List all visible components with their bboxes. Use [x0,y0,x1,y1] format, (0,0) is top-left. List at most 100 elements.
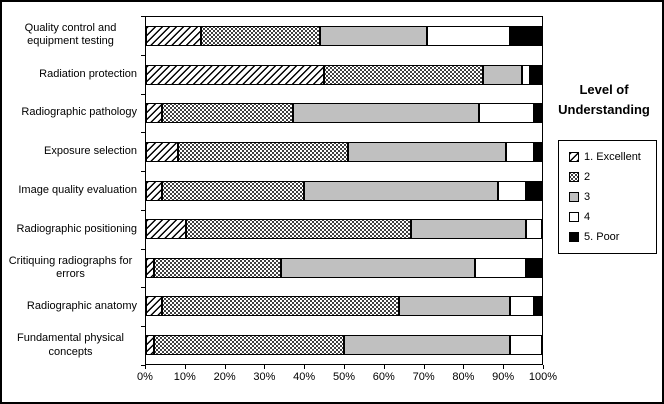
bar-track [146,257,542,278]
category-label-text: Radiographic positioning [16,222,137,235]
bar-track [146,180,542,201]
category-label-text: Image quality evaluation [18,183,137,196]
category-label-text: Fundamental physical concepts [16,332,124,358]
y-axis-tick [141,171,145,173]
legend-item: 2 [569,171,652,183]
category-label: Radiographic positioning [4,210,141,249]
legend: 1. Excellent 2 3 4 5. Poor [558,140,657,254]
bar-segment-white [522,64,531,85]
legend-item: 3 [569,191,652,203]
bar-segment-white [510,334,542,355]
bar-segment-gray [280,257,475,278]
legend-item-label: 2 [584,171,591,183]
bar-segment-dots [153,334,344,355]
bar-segment-gray [343,334,511,355]
x-axis-tick-label: 0% [137,371,153,383]
bar-segment-gray [411,219,527,240]
bar-row [146,17,542,56]
bar-segment-hatch [146,64,325,85]
category-label-text: Exposure selection [44,145,137,158]
bar-segment-white [427,26,511,47]
legend-item-label: 4 [584,211,591,223]
category-label-text: Quality control and equipment testing [24,22,117,48]
y-axis-tick [141,287,145,289]
legend-swatch-black [569,232,579,242]
x-axis-tick-label: 50% [332,371,356,383]
y-axis-tick [141,209,145,211]
category-label-text: Radiation protection [39,67,137,80]
legend-swatch-hatch [569,152,579,162]
category-label: Radiographic pathology [4,94,141,133]
bar-segment-black [530,64,542,85]
legend-item: 1. Excellent [569,151,652,163]
bar-segment-hatch [146,334,154,355]
bar-segment-gray [347,141,507,162]
bar-track [146,141,542,162]
y-axis-tick [141,365,145,366]
bar-segment-black [526,257,542,278]
bar-segment-white [506,141,535,162]
bar-track [146,64,542,85]
x-axis-tick [344,365,345,369]
category-label-text: Radiographic pathology [21,106,137,119]
bar-segment-black [534,296,542,317]
bar-segment-gray [292,103,479,124]
bar-segment-white [510,296,535,317]
bar-segment-dots [161,103,293,124]
legend-item-label: 3 [584,191,591,203]
y-axis-tick [141,54,145,56]
category-label: Radiation protection [4,55,141,94]
bar-track [146,219,542,240]
bar-segment-dots [161,296,400,317]
bar-segment-hatch [146,103,162,124]
bar-segment-black [534,103,542,124]
bar-row [146,56,542,95]
x-axis-tick [184,365,186,369]
bar-row [146,287,542,326]
y-axis-tick [141,248,145,250]
bar-segment-dots [324,64,483,85]
x-axis-tick-label: 30% [253,371,276,383]
legend-item: 5. Poor [569,231,652,243]
bar-track [146,296,542,317]
legend-item: 4 [569,211,652,223]
bar-segment-hatch [146,180,162,201]
y-axis-tick [141,326,145,328]
x-axis-tick [264,365,266,369]
bar-segment-hatch [146,219,186,240]
plot-area [145,16,543,365]
category-label: Critiquing radiographs for errors [4,249,141,288]
x-axis-tick-label: 20% [213,371,236,383]
bar-segment-white [526,219,542,240]
category-label: Fundamental physical concepts [4,326,141,365]
bar-segment-white [498,180,527,201]
category-label: Exposure selection [4,132,141,171]
x-axis-tick [543,365,544,369]
x-axis-tick-label: 90% [492,371,515,383]
legend-item-label: 1. Excellent [584,151,641,163]
x-axis-tick-label: 80% [452,371,475,383]
category-label: Image quality evaluation [4,171,141,210]
bar-segment-hatch [146,26,202,47]
bar-segment-dots [177,141,348,162]
bar-segment-gray [399,296,511,317]
legend-item-label: 5. Poor [584,231,620,243]
category-label-text: Critiquing radiographs for errors [8,254,133,281]
x-axis-tick [304,365,306,369]
bar-segment-dots [185,219,412,240]
bar-row [146,210,542,249]
category-label: Radiographic anatomy [4,287,141,326]
x-axis-tick-label: 100% [528,371,558,383]
bar-row [146,133,542,172]
bar-segment-hatch [146,257,154,278]
y-axis-tick [141,16,145,17]
bar-segment-gray [482,64,523,85]
x-axis-tick [145,365,146,369]
legend-title: Level of Understanding [558,82,650,117]
bar-segment-white [478,103,535,124]
y-axis-tick [141,93,145,95]
bar-row [146,171,542,210]
bar-segment-dots [153,257,281,278]
bar-track [146,334,542,355]
